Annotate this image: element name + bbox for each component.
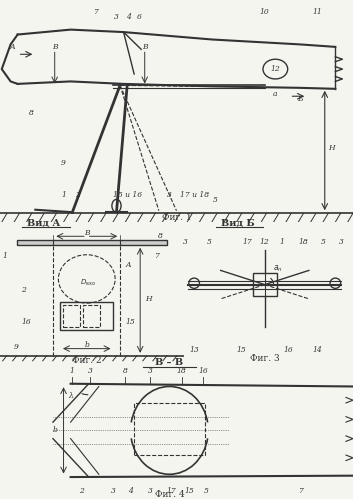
Text: В: В (52, 43, 58, 51)
Text: 2: 2 (21, 286, 26, 294)
Text: Б: Б (297, 95, 303, 103)
Text: Вид Б: Вид Б (221, 219, 254, 228)
Text: 3: 3 (110, 487, 115, 495)
Text: 17: 17 (242, 238, 252, 246)
Text: 9: 9 (14, 343, 19, 351)
Bar (64, 304, 80, 327)
Text: 12: 12 (270, 65, 280, 73)
Text: 16: 16 (198, 367, 208, 375)
Text: 1: 1 (70, 367, 75, 375)
Text: a: a (273, 90, 277, 98)
Text: H: H (329, 144, 335, 152)
Text: A: A (126, 260, 131, 269)
Bar (83, 304, 100, 327)
Text: Фиг. 2: Фиг. 2 (72, 356, 102, 365)
Text: В: В (142, 43, 148, 51)
Text: В – В: В – В (155, 358, 184, 367)
Text: 3: 3 (148, 367, 152, 375)
Text: 8: 8 (123, 367, 128, 375)
Text: 9: 9 (61, 159, 66, 167)
Text: 8: 8 (29, 109, 34, 117)
Bar (60, 302, 113, 330)
Text: Фиг. 3: Фиг. 3 (250, 354, 280, 363)
Text: 12: 12 (260, 238, 270, 246)
Text: Вид А: Вид А (27, 219, 60, 228)
Text: 7: 7 (298, 487, 303, 495)
Bar (253, 273, 276, 296)
Text: 3: 3 (88, 367, 92, 375)
Text: 5: 5 (321, 238, 326, 246)
Text: $D_{\rm вхо}$: $D_{\rm вхо}$ (80, 278, 96, 288)
Text: 16: 16 (22, 317, 31, 326)
Text: 10: 10 (260, 8, 270, 16)
Text: 5: 5 (207, 238, 211, 246)
Text: 8: 8 (158, 232, 163, 241)
Text: 14: 14 (313, 346, 323, 354)
Text: 17: 17 (166, 487, 176, 495)
Text: 17 и 18: 17 и 18 (180, 191, 209, 199)
Text: 6: 6 (137, 13, 142, 21)
Text: 4: 4 (126, 13, 131, 21)
Text: b: b (52, 426, 57, 435)
Text: 3: 3 (183, 238, 188, 246)
Text: Фиг. 1: Фиг. 1 (162, 213, 191, 222)
Text: А: А (10, 43, 15, 51)
Text: 3: 3 (167, 191, 172, 199)
Text: λ: λ (68, 392, 73, 400)
Text: 15 и 16: 15 и 16 (113, 191, 142, 199)
Bar (17, 240, 167, 245)
Text: 5: 5 (204, 487, 209, 495)
Text: 5: 5 (213, 196, 218, 204)
Text: 1: 1 (61, 191, 66, 199)
Text: H: H (145, 295, 152, 303)
Text: 3: 3 (148, 487, 152, 495)
Text: 1: 1 (280, 238, 285, 246)
Text: 3: 3 (339, 238, 344, 246)
Text: 4: 4 (128, 487, 133, 495)
Text: 7: 7 (93, 8, 98, 16)
Text: B: B (84, 229, 90, 237)
Text: 3: 3 (114, 13, 119, 21)
Bar (134, 403, 205, 455)
Text: b: b (84, 341, 89, 349)
Text: 13: 13 (189, 346, 199, 354)
Text: 7: 7 (154, 252, 159, 260)
Text: 2: 2 (79, 487, 84, 495)
Text: 18: 18 (177, 367, 187, 375)
Text: 15: 15 (237, 346, 246, 354)
Text: 15: 15 (125, 317, 135, 326)
Text: 11: 11 (313, 8, 323, 16)
Text: 15: 15 (184, 487, 194, 495)
Text: 1: 1 (2, 252, 7, 260)
Text: 18: 18 (298, 238, 308, 246)
Text: $a_n$: $a_n$ (273, 264, 283, 274)
Text: 16: 16 (283, 346, 293, 354)
Text: 2: 2 (75, 191, 80, 199)
Text: Фиг. 4: Фиг. 4 (155, 490, 184, 499)
